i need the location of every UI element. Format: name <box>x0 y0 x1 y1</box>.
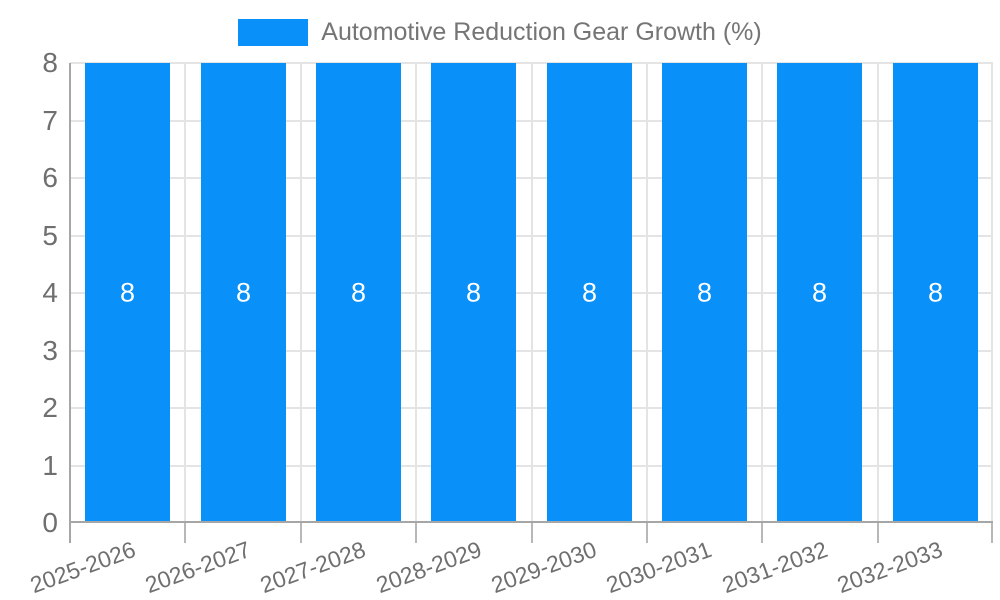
bar-2030-2031: 8 <box>662 63 747 523</box>
gridline-x5 <box>646 63 648 523</box>
bar-2027-2028: 8 <box>316 63 401 523</box>
gridline-x8 <box>991 63 993 523</box>
y-tick-label-5: 5 <box>42 220 58 251</box>
bar-2032-2033: 8 <box>893 63 978 523</box>
bar-2031-2032: 8 <box>777 63 862 523</box>
bar-2029-2030: 8 <box>547 63 632 523</box>
x-tick <box>991 523 993 543</box>
bar-value-label: 8 <box>581 277 598 308</box>
x-tick <box>184 523 186 543</box>
x-tick <box>761 523 763 543</box>
x-tick <box>531 523 533 543</box>
gridline-x2 <box>300 63 302 523</box>
bar-value-label: 8 <box>465 277 482 308</box>
bar-value-label: 8 <box>811 277 828 308</box>
gridline-x4 <box>531 63 533 523</box>
legend-swatch <box>238 18 309 46</box>
y-tick-label-1: 1 <box>42 450 58 481</box>
bar-2026-2027: 8 <box>201 63 286 523</box>
bar-value-label: 8 <box>119 277 136 308</box>
y-tick-label-7: 7 <box>42 105 58 136</box>
x-tick <box>877 523 879 543</box>
gridline-x3 <box>415 63 417 523</box>
y-tick-label-2: 2 <box>42 392 58 423</box>
x-tick <box>300 523 302 543</box>
bar-value-label: 8 <box>696 277 713 308</box>
bar-value-label: 8 <box>235 277 252 308</box>
bar-value-label: 8 <box>927 277 944 308</box>
x-tick <box>415 523 417 543</box>
y-tick-label-6: 6 <box>42 162 58 193</box>
y-axis-line <box>69 63 71 543</box>
chart-legend: Automotive Reduction Gear Growth (%) <box>0 14 1000 50</box>
y-tick-label-3: 3 <box>42 335 58 366</box>
chart-title: Automotive Reduction Gear Growth (%) <box>321 17 762 46</box>
y-tick-label-8: 8 <box>42 47 58 78</box>
y-tick-label-0: 0 <box>42 507 58 538</box>
gridline-x1 <box>184 63 186 523</box>
gridline-x7 <box>877 63 879 523</box>
x-axis-baseline <box>70 521 993 523</box>
x-tick <box>646 523 648 543</box>
bar-2028-2029: 8 <box>431 63 516 523</box>
bar-2025-2026: 8 <box>85 63 170 523</box>
y-tick-label-4: 4 <box>42 277 58 308</box>
gridline-x6 <box>761 63 763 523</box>
bar-value-label: 8 <box>350 277 367 308</box>
